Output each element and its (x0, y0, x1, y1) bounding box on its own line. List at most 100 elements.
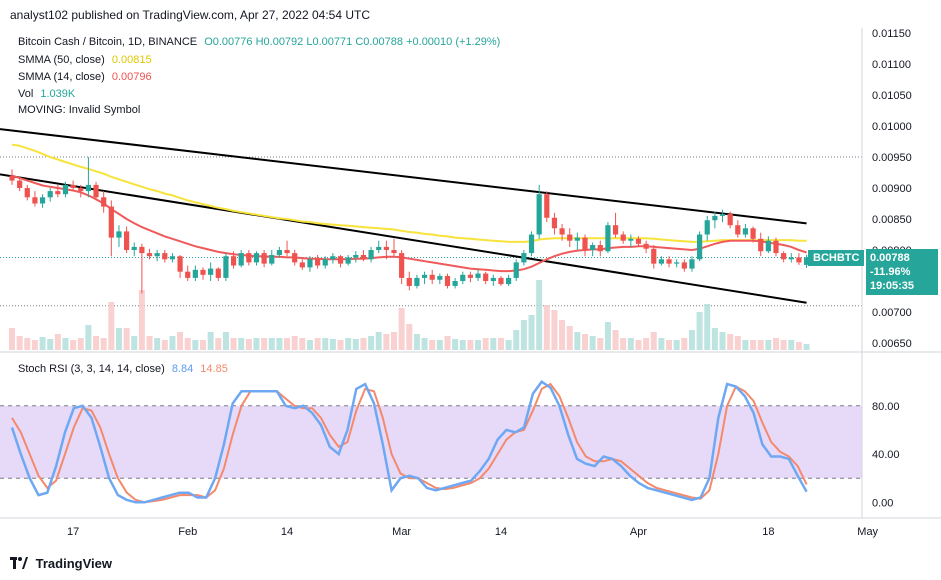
volume-bar (413, 334, 420, 350)
volume-bar (658, 338, 665, 350)
volume-bar (688, 330, 695, 350)
candle-body (658, 259, 664, 264)
candle-body (146, 253, 153, 257)
volume-bar (24, 338, 31, 350)
smma50-line (11, 143, 807, 243)
volume-bar (238, 338, 245, 350)
stoch-axis[interactable]: 80.00 40.00 0.00 (872, 401, 900, 510)
volume-bar (436, 340, 443, 350)
tradingview-logo[interactable]: TradingView (10, 556, 112, 571)
volume-bar (184, 338, 191, 350)
stoch-tick-label: 40.00 (872, 449, 900, 461)
volume-bar (123, 328, 130, 350)
price-tick-label: 0.01000 (872, 121, 912, 133)
tradingview-logo-icon (10, 557, 28, 569)
volume-bar (497, 338, 504, 350)
candle-body (139, 246, 145, 254)
volume-bar (490, 338, 497, 350)
candle-body (712, 215, 718, 221)
volume-bar (582, 334, 588, 350)
candle-body (429, 274, 435, 280)
candle-body (781, 253, 787, 260)
volume-bar (742, 340, 749, 350)
time-tick-label: Mar (392, 526, 411, 538)
volume-bar (192, 340, 199, 350)
candle-body (307, 259, 313, 268)
candle-body (643, 243, 649, 249)
time-axis[interactable]: 17 Feb 14 Mar 14 Apr 18 May (67, 526, 879, 538)
volume-bar (681, 338, 688, 350)
candle-body (62, 184, 69, 195)
volume-bar (627, 338, 634, 350)
time-tick-label: Apr (630, 526, 647, 538)
candle-body (353, 254, 359, 258)
candles (9, 157, 810, 294)
volume-bar (513, 330, 520, 350)
volume-bar (383, 334, 390, 350)
candle-body (292, 253, 298, 263)
price-tag-change: -11.96% (870, 266, 911, 278)
footer: TradingView (0, 546, 941, 580)
volume-bar (536, 280, 543, 350)
candle-body (788, 257, 794, 260)
stoch-d-value: 14.85 (200, 363, 228, 375)
volume-bar (54, 334, 61, 350)
candle-body (9, 175, 15, 181)
legend-moving[interactable]: MOVING: Invalid Symbol (18, 104, 140, 116)
candle-body (750, 228, 756, 239)
volume-bar (467, 340, 474, 350)
volume-bar (352, 339, 359, 350)
candle-body (551, 217, 558, 229)
time-tick-label: May (857, 526, 878, 538)
volume-bar (284, 338, 291, 350)
price-tag-price: 0.00788 (870, 252, 910, 264)
candle-body (612, 225, 619, 235)
candle-body (689, 259, 695, 269)
volume-bar (734, 336, 741, 350)
volume-bar (115, 328, 122, 350)
volume-bar (391, 332, 397, 350)
candle-body (108, 206, 114, 238)
price-axis[interactable]: 0.01150 0.01100 0.01050 0.01000 0.00950 0.009… (872, 28, 912, 350)
candle-body (544, 194, 550, 218)
candle-body (253, 253, 260, 263)
stoch-k-value: 8.84 (171, 363, 194, 375)
publisher-text: analyst102 published on TradingView.com,… (10, 8, 371, 22)
volume-bar (673, 340, 680, 350)
channel-lines (0, 128, 807, 304)
volume-bar (559, 320, 566, 350)
volume-bar (543, 305, 550, 350)
candle-body (337, 256, 344, 264)
candle-body (406, 277, 412, 286)
volume-bar (77, 338, 84, 350)
smma-lines (11, 143, 807, 273)
volume-bar (85, 325, 92, 350)
candle-body (421, 274, 428, 278)
candle-body (452, 281, 458, 286)
volume-bar (666, 340, 673, 350)
volume-bar (360, 338, 367, 350)
chart-area[interactable]: 0.01150 0.01100 0.01050 0.01000 0.00950 0.009… (0, 0, 941, 546)
candle-body (399, 253, 405, 278)
candle-body (483, 273, 489, 281)
candle-body (345, 257, 351, 264)
price-tick-label: 0.00700 (872, 307, 912, 319)
candle-body (383, 246, 389, 250)
candle-body (177, 256, 183, 272)
candle-body (697, 234, 703, 260)
volume-bar (138, 290, 145, 350)
ohlc-change: +0.00010 (+1.29%) (406, 36, 501, 48)
volume-bar (635, 340, 642, 350)
volume-bar (589, 336, 596, 350)
legend-smma14[interactable]: SMMA (14, close) 0.00796 (18, 71, 152, 83)
legend-smma50[interactable]: SMMA (50, close) 0.00815 (18, 54, 152, 66)
candle-body (719, 214, 726, 216)
volume-bar (696, 312, 703, 350)
legend-volume[interactable]: Vol 1.039K (18, 88, 75, 100)
volume-bar (154, 338, 161, 350)
time-tick-label: Feb (178, 526, 197, 538)
candle-body (78, 188, 84, 192)
legend-stoch[interactable]: Stoch RSI (3, 3, 14, 14, close) 8.84 14.… (18, 363, 228, 375)
smma14-line (11, 174, 807, 273)
candle-body (490, 277, 496, 281)
